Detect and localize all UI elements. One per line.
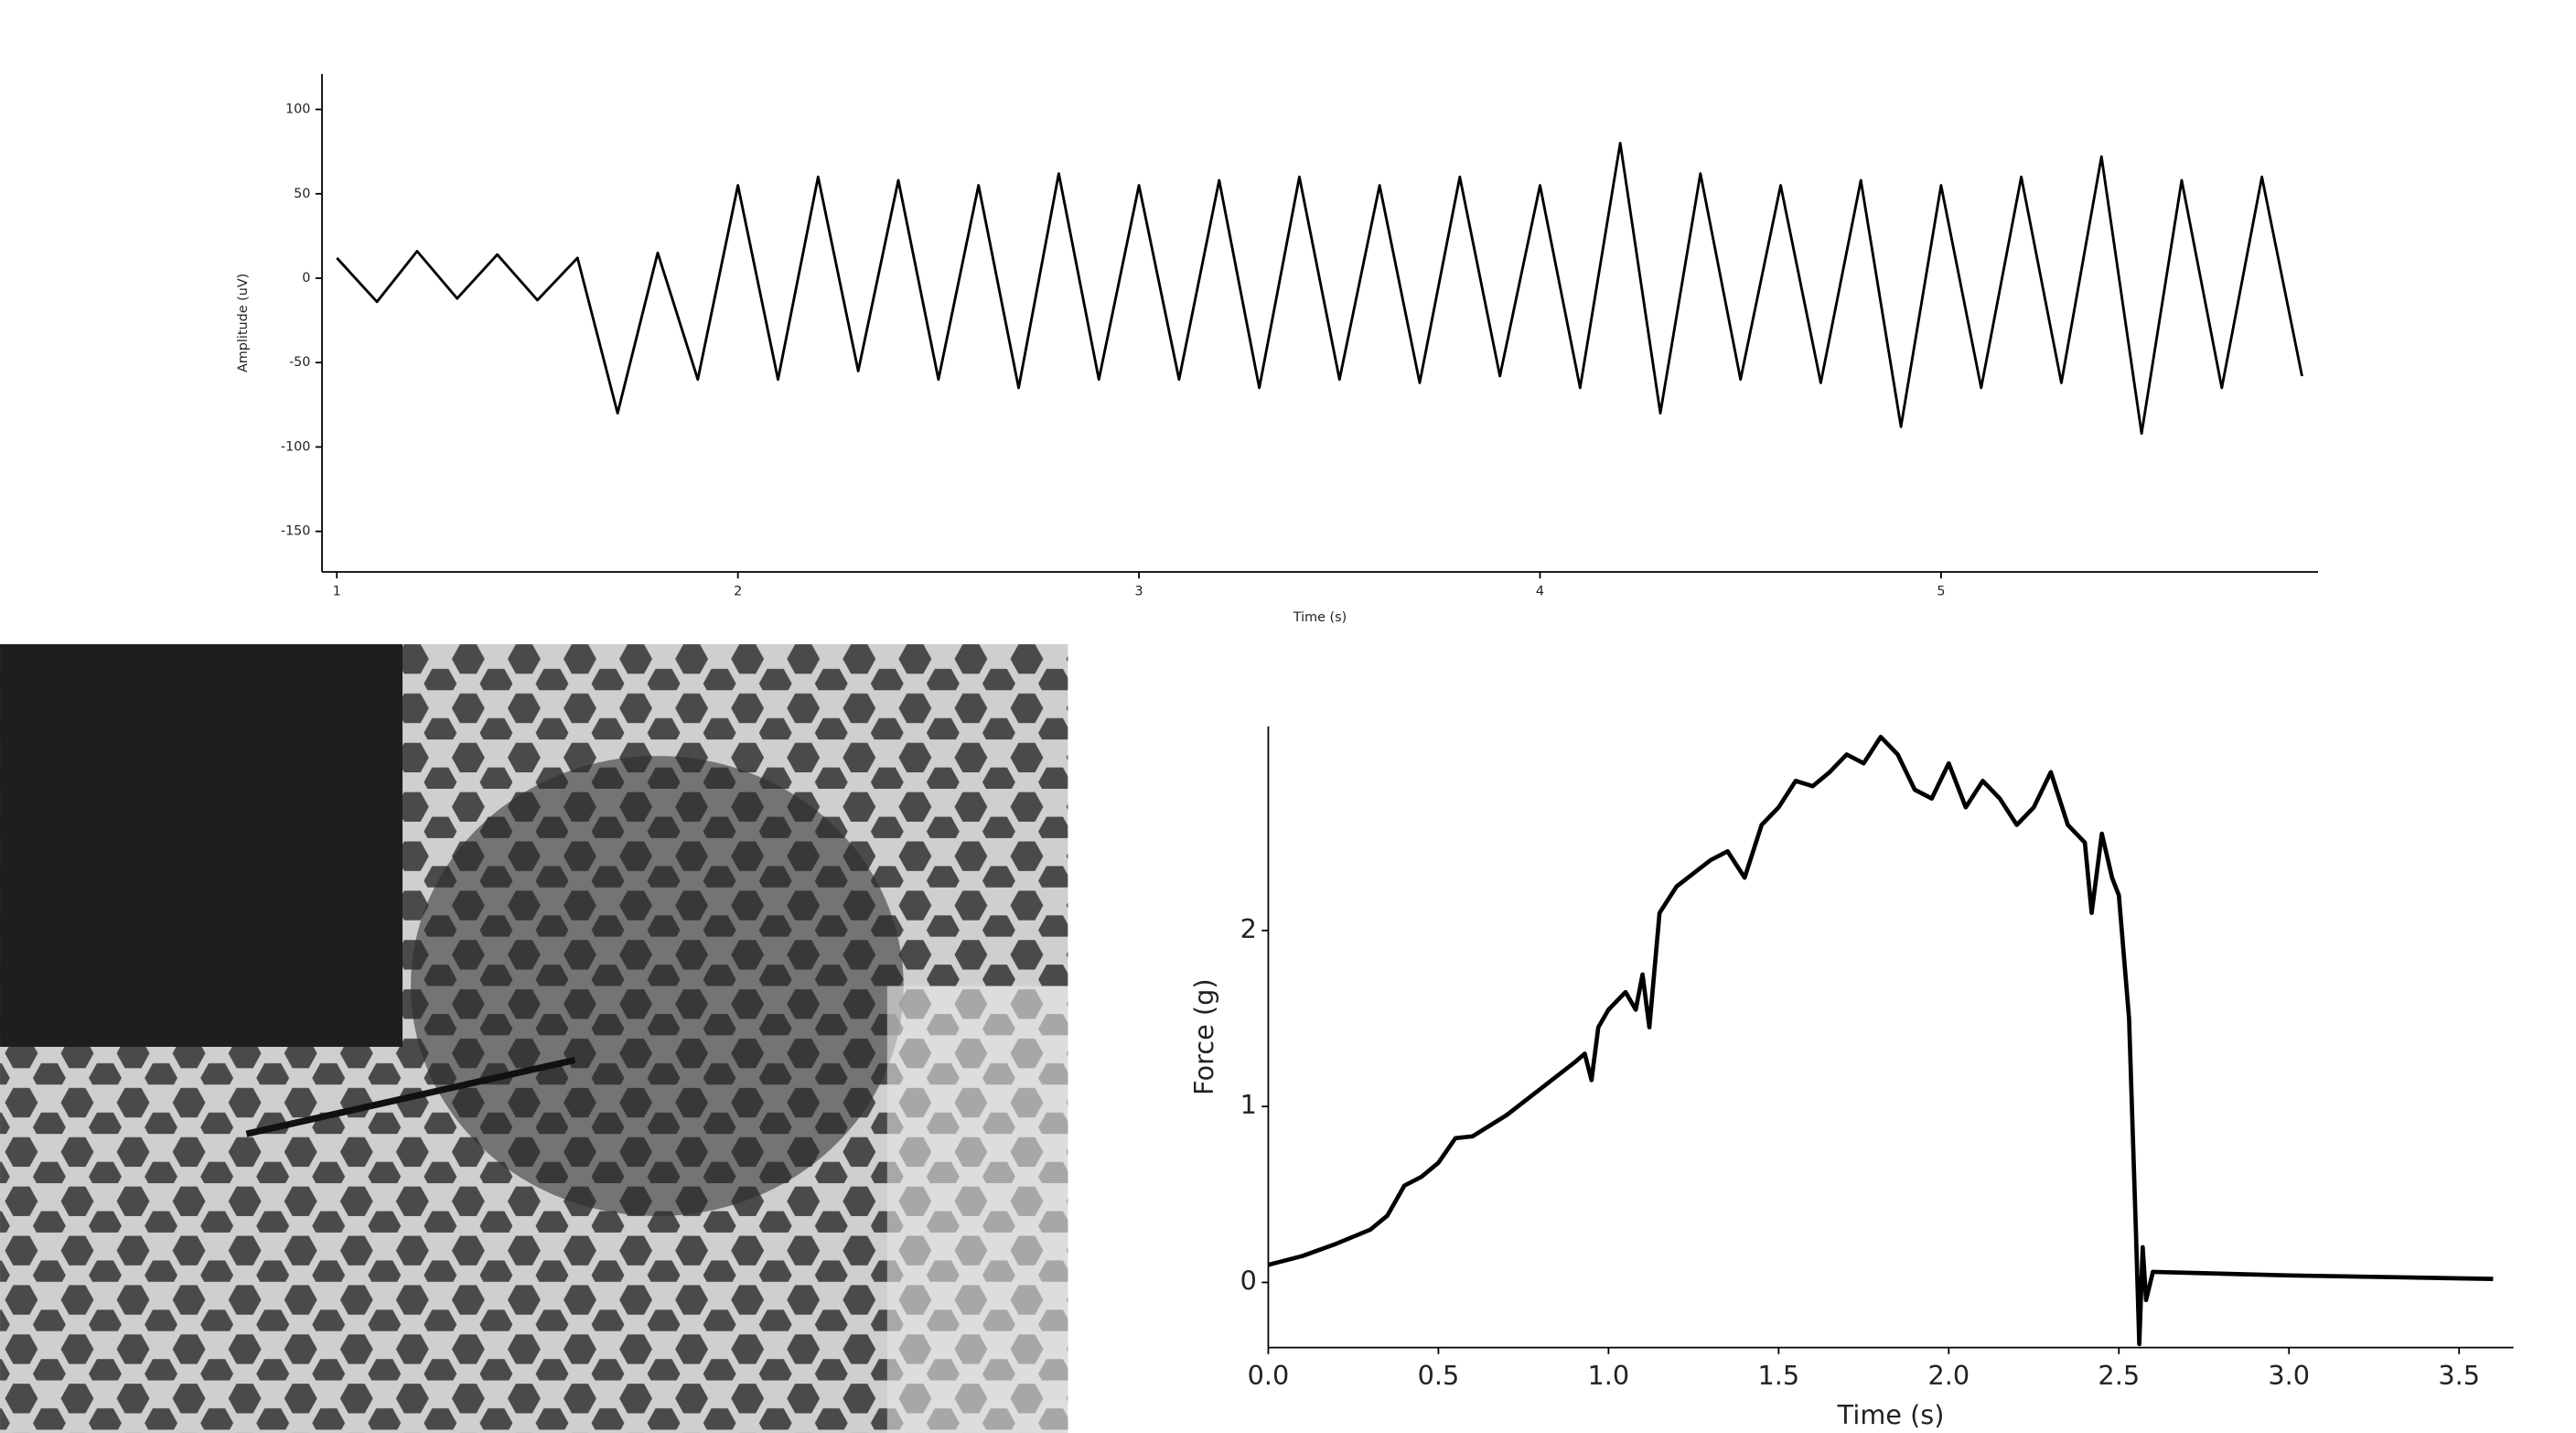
x-tick-label: 3.0 (2268, 1360, 2310, 1391)
y-tick-label: 1 (1240, 1089, 1257, 1120)
x-tick-label: 3.5 (2438, 1360, 2480, 1391)
x-tick-label: 4 (1536, 585, 1544, 599)
x-tick-label: 1.5 (1758, 1360, 1800, 1391)
x-axis-label: Time (s) (1293, 610, 1347, 625)
y-axis-label: Amplitude (uV) (236, 274, 251, 372)
signal-line (1267, 734, 2494, 1347)
camera-frame (0, 643, 1068, 1433)
x-tick-label: 1.0 (1588, 1360, 1630, 1391)
y-tick-label: 0 (1240, 1265, 1257, 1296)
x-tick-label: 5 (1937, 585, 1945, 599)
x-tick-label: 1 (333, 585, 341, 599)
signal-line (336, 142, 2303, 436)
x-tick-label: 2.0 (1927, 1360, 1970, 1391)
y-tick-label: 0 (302, 271, 310, 286)
y-tick-label: -100 (281, 439, 311, 454)
y-tick-label: 2 (1240, 913, 1257, 944)
y-tick-label: -50 (289, 355, 310, 370)
x-tick-label: 3 (1135, 585, 1143, 599)
y-axis-label: Force (g) (1188, 978, 1219, 1094)
x-tick-label: 0.0 (1248, 1360, 1290, 1391)
y-tick-label: 100 (285, 102, 310, 117)
x-tick-label: 2.5 (2098, 1360, 2140, 1391)
y-tick-label: -150 (281, 524, 311, 539)
y-tick-label: 50 (294, 187, 310, 201)
x-tick-label: 0.5 (1418, 1360, 1460, 1391)
x-tick-label: 2 (734, 585, 742, 599)
x-axis-label: Time (s) (1837, 1399, 1945, 1430)
